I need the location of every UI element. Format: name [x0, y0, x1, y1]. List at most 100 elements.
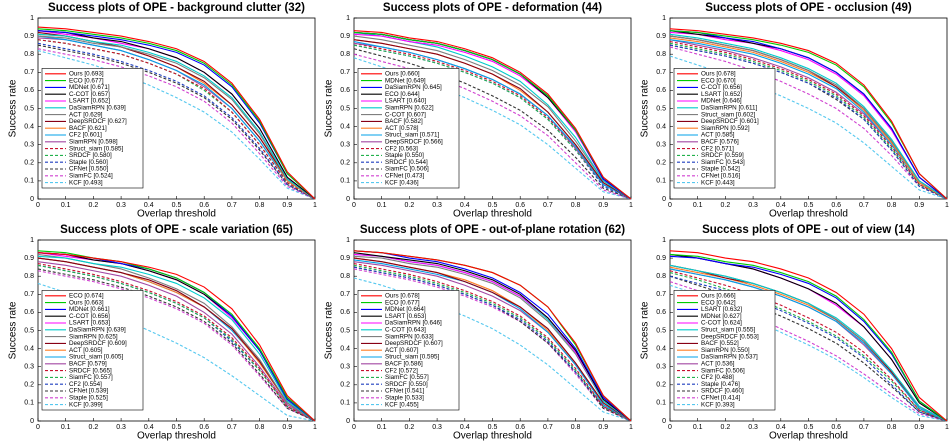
x-tick-label: 0.8 — [571, 424, 581, 431]
y-axis-label: Success rate — [8, 79, 19, 137]
x-tick-label: 0 — [668, 424, 672, 431]
legend-label: ACT [0.629] — [69, 111, 103, 118]
x-tick-label: 1 — [629, 202, 633, 209]
chart-title: Success plots of OPE - deformation (44) — [383, 2, 602, 14]
chart-title: Success plots of OPE - out-of-plane rota… — [360, 224, 625, 236]
legend-label: BACF [0.576] — [701, 138, 739, 145]
series-line — [669, 46, 948, 200]
series-line — [37, 28, 316, 200]
y-tick-label: 0.6 — [340, 87, 350, 94]
y-tick-label: 0.6 — [656, 87, 666, 94]
legend-label: SRDCF [0.559] — [701, 152, 744, 159]
series-line — [669, 31, 948, 200]
legend-label: Struct_siam [0.595] — [385, 354, 439, 361]
legend-label: DeepSRDCF [0.553] — [701, 333, 759, 340]
legend-label: LSART [0.652] — [69, 98, 110, 105]
series-line — [353, 35, 632, 200]
y-tick-label: 0.5 — [656, 327, 666, 334]
legend-label: MDNet [0.627] — [701, 313, 742, 320]
series-line — [353, 250, 632, 422]
y-tick-label: 0.9 — [340, 255, 350, 262]
y-tick-label: 0 — [662, 196, 666, 203]
x-tick-label: 0.9 — [598, 424, 608, 431]
legend-label: LSART [0.652] — [701, 91, 742, 98]
legend: Ours [0.678]ECO [0.670]C-COT [0.656]LSAR… — [673, 68, 776, 189]
y-tick-label: 0.1 — [24, 178, 34, 185]
y-tick-label: 0.8 — [340, 51, 350, 58]
legend-label: CF2 [0.572] — [385, 367, 418, 374]
series-line — [353, 57, 632, 200]
x-tick-label: 0.7 — [543, 202, 553, 209]
y-tick-label: 0.7 — [656, 291, 666, 298]
series-line — [353, 264, 632, 422]
y-tick-label: 0 — [346, 418, 350, 425]
series-line — [669, 255, 948, 422]
legend-label: SiamFC [0.543] — [701, 159, 745, 166]
series-line — [669, 28, 948, 200]
legend-label: ECO [0.677] — [69, 77, 104, 84]
series-line — [669, 55, 948, 200]
x-tick-label: 0.6 — [199, 202, 209, 209]
series-line — [669, 272, 948, 422]
x-axis-label: Overlap threshold — [137, 209, 216, 220]
legend-label: SiamRPN [0.633] — [385, 333, 434, 340]
legend-label: Staple [0.560] — [69, 159, 108, 166]
x-tick-label: 0.1 — [61, 202, 71, 209]
legend-label: DaSiamRPN [0.639] — [69, 104, 126, 111]
series-line — [669, 40, 948, 200]
series-line — [669, 30, 948, 200]
series-line — [669, 33, 948, 200]
x-tick-label: 0.2 — [405, 424, 415, 431]
x-tick-label: 1 — [945, 202, 949, 209]
y-tick-label: 0.8 — [340, 273, 350, 280]
series-line — [37, 30, 316, 200]
legend-label: SRDCF [0.580] — [69, 152, 112, 159]
y-tick-label: 0.5 — [24, 105, 34, 112]
series-line — [37, 255, 316, 422]
legend-label: SiamFC [0.557] — [69, 374, 113, 381]
x-tick-label: 0.3 — [116, 424, 126, 431]
x-tick-label: 0.4 — [144, 202, 154, 209]
series-line — [353, 250, 632, 422]
legend-label: C-COT [0.624] — [701, 320, 742, 327]
legend-label: CFNet [0.414] — [701, 394, 740, 401]
legend-label: Ours [0.666] — [701, 292, 736, 299]
y-tick-label: 1 — [662, 237, 666, 244]
legend-label: C-COT [0.657] — [69, 91, 110, 98]
legend-box — [41, 290, 144, 411]
y-tick-label: 1 — [346, 237, 350, 244]
legend-label: Ours [0.693] — [69, 70, 104, 77]
legend-label: DeepSRDCF [0.627] — [69, 118, 127, 125]
series-line — [669, 275, 948, 422]
legend: Ours [0.678]ECO [0.677]MDNet [0.664]LSAR… — [357, 290, 460, 411]
chart-title: Success plots of OPE - out of view (14) — [702, 224, 915, 236]
panel: Success plots of OPE - occlusion (49) 0 0.… — [640, 2, 949, 220]
y-tick-label: 0.6 — [24, 87, 34, 94]
legend-label: ACT [0.605] — [69, 347, 103, 354]
legend-label: SiamFC [0.524] — [69, 172, 113, 179]
y-tick-label: 1 — [30, 237, 34, 244]
legend-label: Struct_siam [0.555] — [701, 326, 755, 333]
x-tick-label: 0.4 — [776, 424, 786, 431]
y-tick-label: 1 — [662, 15, 666, 22]
x-tick-label: 1 — [313, 424, 317, 431]
legend-label: DeepSRDCF [0.601] — [701, 118, 759, 125]
series-line — [353, 252, 632, 422]
legend-label: C-COT [0.607] — [385, 111, 426, 118]
x-tick-label: 0.7 — [859, 202, 869, 209]
x-tick-label: 0.2 — [405, 202, 415, 209]
y-tick-label: 0.3 — [340, 142, 350, 149]
x-tick-label: 0.7 — [543, 424, 553, 431]
legend-label: LSART [0.653] — [385, 313, 426, 320]
y-tick-label: 0.2 — [656, 160, 666, 167]
series-line — [669, 281, 948, 422]
legend: Ours [0.666]ECO [0.642]LSART [0.632]MDNe… — [673, 290, 776, 411]
x-tick-label: 0.1 — [377, 424, 387, 431]
series-line — [37, 264, 316, 422]
legend-label: KCF [0.455] — [385, 401, 419, 408]
legend-label: BACF [0.579] — [69, 360, 107, 367]
legend-label: DaSiamRPN [0.611] — [701, 104, 757, 111]
x-tick-label: 0.5 — [172, 202, 182, 209]
series-line — [37, 252, 316, 422]
series-line — [353, 53, 632, 200]
